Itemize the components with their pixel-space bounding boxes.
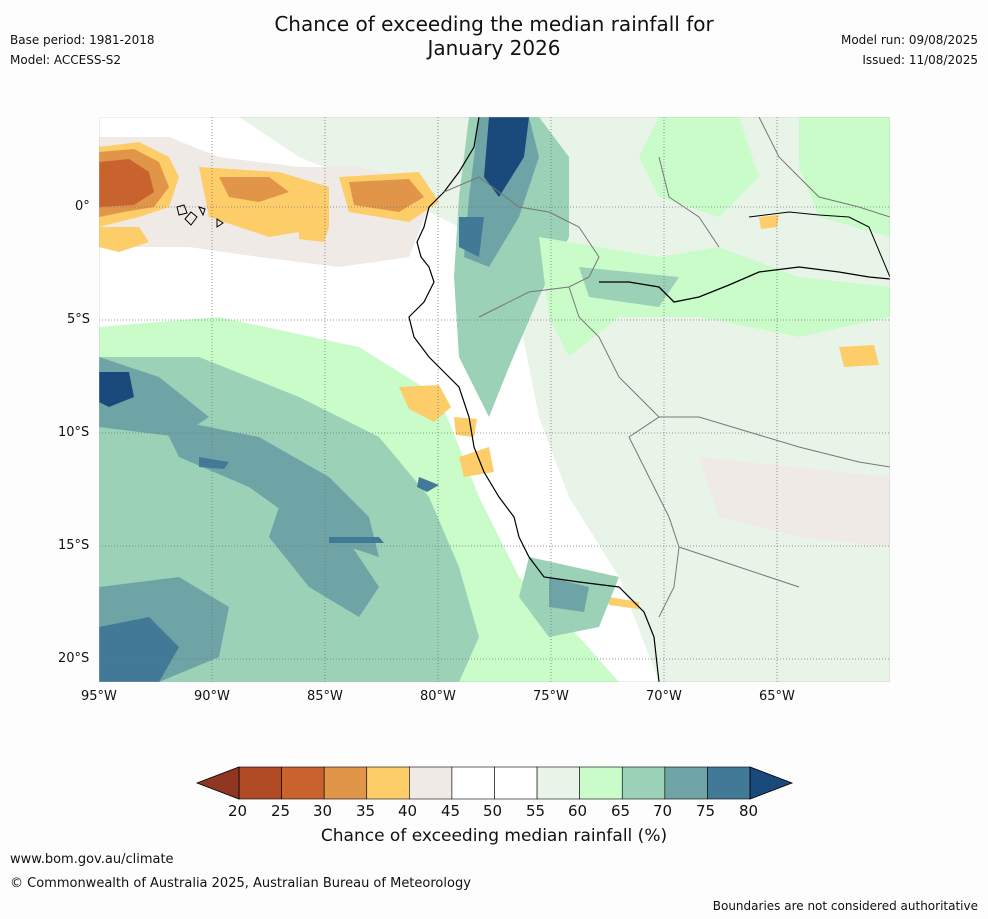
lon-label-90w: 90°W: [194, 689, 230, 704]
lat-label-15s: 15°S: [58, 538, 90, 553]
model-run: Model run: 09/08/2025: [840, 33, 978, 47]
lat-label-5s: 5°S: [67, 312, 91, 327]
cb-tick: 45: [441, 802, 461, 820]
source-url[interactable]: www.bom.gov.au/climate: [10, 852, 174, 867]
title-line-1: Chance of exceeding the median rainfall …: [274, 12, 714, 36]
base-period: Base period: 1981-2018: [10, 33, 155, 47]
cb-tick: 30: [313, 802, 333, 820]
colorbar-cell: [366, 766, 410, 800]
lon-label-65w: 65°W: [759, 689, 795, 704]
map-title: Chance of exceeding the median rainfall …: [0, 12, 988, 60]
colorbar: [195, 766, 794, 800]
cb-tick: 65: [611, 802, 631, 820]
lon-label-85w: 85°W: [307, 689, 343, 704]
lon-label-80w: 80°W: [420, 689, 456, 704]
colorbar-low-arrow: [195, 766, 240, 800]
cb-tick: 20: [228, 802, 248, 820]
issued-date: Issued: 11/08/2025: [862, 53, 978, 67]
colorbar-cell: [281, 766, 325, 800]
lat-label-10s: 10°S: [58, 425, 90, 440]
copyright: © Commonwealth of Australia 2025, Austra…: [10, 876, 471, 891]
colorbar-high-arrow: [749, 766, 794, 800]
colorbar-cell: [707, 766, 751, 800]
colorbar-cell: [323, 766, 368, 800]
disclaimer: Boundaries are not considered authoritat…: [712, 899, 978, 913]
colorbar-label: Chance of exceeding median rainfall (%): [320, 826, 668, 846]
cb-tick: 25: [271, 802, 291, 820]
meta-left: Base period: 1981-2018 Model: ACCESS-S2: [10, 30, 155, 70]
cb-tick: 50: [483, 802, 503, 820]
meta-right: Model run: 09/08/2025 Issued: 11/08/2025: [841, 30, 978, 70]
rainfall-map: [99, 117, 890, 682]
colorbar-cell: [494, 766, 538, 800]
cb-tick: 75: [696, 802, 716, 820]
colorbar-cell: [579, 766, 623, 800]
colorbar-cell: [664, 766, 708, 800]
title-line-2: January 2026: [427, 36, 561, 60]
lat-label-20s: 20°S: [58, 651, 90, 666]
colorbar-cell: [451, 766, 495, 800]
model-name: Model: ACCESS-S2: [10, 53, 122, 67]
cb-tick: 40: [398, 802, 418, 820]
colorbar-ticks: 20 25 30 35 40 45 50 55 60 65 70 75 80: [195, 802, 795, 822]
cb-tick: 80: [739, 802, 759, 820]
colorbar-cell: [238, 766, 282, 800]
cb-tick: 70: [653, 802, 673, 820]
colorbar-cell: [621, 766, 666, 800]
colorbar-cell: [409, 766, 453, 800]
colorbar-cell: [536, 766, 580, 800]
lon-label-95w: 95°W: [81, 689, 117, 704]
lon-label-70w: 70°W: [646, 689, 682, 704]
lon-label-75w: 75°W: [533, 689, 569, 704]
cb-tick: 60: [568, 802, 588, 820]
cb-tick: 55: [526, 802, 546, 820]
cb-tick: 35: [356, 802, 376, 820]
lat-label-0: 0°: [75, 199, 90, 214]
